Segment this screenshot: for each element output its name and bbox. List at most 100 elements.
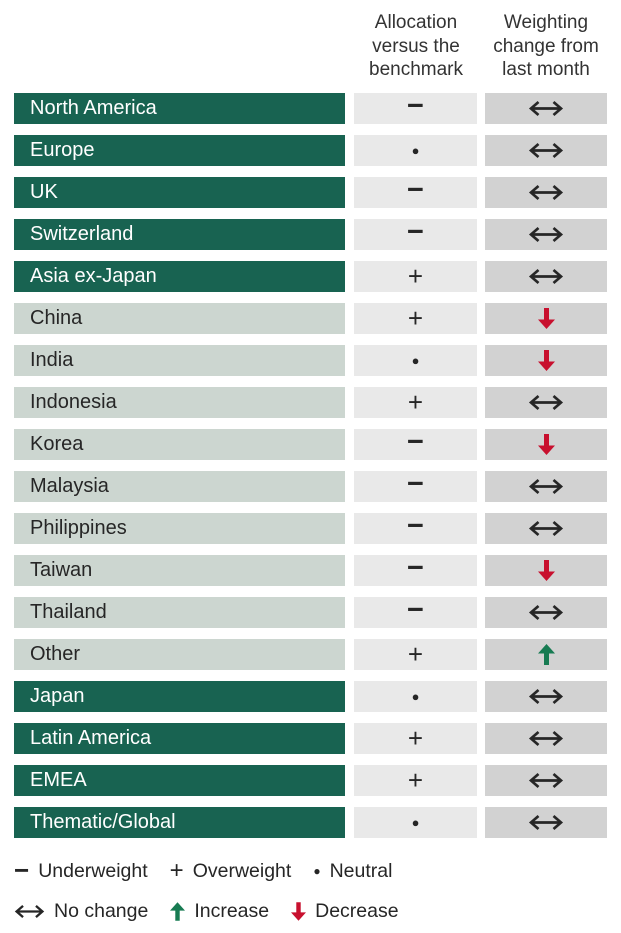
change-cell [485, 723, 607, 754]
neutral-icon: ● [411, 689, 420, 704]
table-row: Europe ● [0, 135, 621, 166]
neutral-icon: ● [411, 143, 420, 158]
region-label: Thailand [14, 597, 345, 628]
change-cell [485, 597, 607, 628]
change-cell [485, 345, 607, 376]
allocation-cell: − [354, 468, 477, 502]
region-label: UK [14, 177, 345, 208]
neutral-icon: ● [313, 864, 321, 878]
overweight-icon: + [407, 260, 424, 291]
no-change-icon [528, 184, 564, 201]
increase-icon [170, 901, 186, 921]
table-row: UK − [0, 174, 621, 208]
change-cell [485, 765, 607, 796]
change-cell [485, 261, 607, 292]
allocation-cell: ● [354, 135, 477, 166]
table-row: EMEA + [0, 765, 621, 796]
allocation-cell: − [354, 90, 477, 124]
allocation-cell: − [354, 512, 477, 544]
table-row: Taiwan − [0, 552, 621, 586]
region-label: Malaysia [14, 471, 345, 502]
underweight-icon: − [407, 426, 424, 458]
change-cell [485, 93, 607, 124]
region-label: Latin America [14, 723, 345, 754]
decrease-icon [291, 901, 307, 921]
legend-item: Increase [170, 900, 269, 923]
legend-item: − Underweight [14, 854, 148, 885]
allocation-cell: ● [354, 807, 477, 838]
legend-label: No change [54, 899, 149, 922]
table-row: Latin America + [0, 723, 621, 754]
table-row: Switzerland − [0, 218, 621, 250]
legend-label: Underweight [38, 859, 148, 882]
region-label: Taiwan [14, 555, 345, 586]
no-change-icon [528, 142, 564, 159]
legend-label: Decrease [315, 899, 399, 922]
table-row: Other + [0, 639, 621, 670]
decrease-icon [537, 350, 555, 371]
overweight-icon: + [407, 764, 424, 795]
table-row: Thailand − [0, 594, 621, 628]
underweight-icon: − [407, 90, 424, 122]
table-row: Indonesia + [0, 387, 621, 418]
region-label: Korea [14, 429, 345, 460]
no-change-icon [528, 478, 564, 495]
allocation-cell: + [354, 723, 477, 754]
change-cell [485, 219, 607, 250]
region-label: Thematic/Global [14, 807, 345, 838]
column-header-weighting: Weighting change from last month [493, 12, 599, 80]
underweight-icon: − [14, 854, 30, 885]
no-change-icon [14, 904, 45, 918]
table-row: Thematic/Global ● [0, 807, 621, 838]
underweight-icon: − [407, 594, 424, 626]
region-label: Europe [14, 135, 345, 166]
table-row: Malaysia − [0, 468, 621, 502]
table-row: India ● [0, 345, 621, 376]
legend-item: ● Neutral [313, 860, 392, 883]
column-header-allocation: Allocation versus the benchmark [369, 12, 463, 80]
underweight-icon: − [407, 552, 424, 584]
change-cell [485, 387, 607, 418]
no-change-icon [528, 226, 564, 243]
no-change-icon [528, 730, 564, 747]
region-label: Japan [14, 681, 345, 712]
allocation-cell: ● [354, 681, 477, 712]
legend-item: No change [14, 900, 148, 923]
neutral-icon: ● [411, 815, 420, 830]
region-label: Indonesia [14, 387, 345, 418]
neutral-icon: ● [411, 353, 420, 368]
allocation-cell: − [354, 218, 477, 250]
change-cell [485, 639, 607, 670]
change-cell [485, 681, 607, 712]
decrease-icon [537, 434, 555, 455]
legend-change: No change Increase Decrease [14, 896, 399, 926]
allocation-cell: ● [354, 345, 477, 376]
underweight-icon: − [407, 174, 424, 206]
region-label: India [14, 345, 345, 376]
no-change-icon [528, 268, 564, 285]
legend-label: Overweight [192, 859, 292, 882]
no-change-icon [528, 100, 564, 117]
legend-label: Neutral [329, 859, 393, 882]
increase-icon [537, 644, 555, 665]
no-change-icon [528, 772, 564, 789]
table-row: North America − [0, 90, 621, 124]
allocation-cell: + [354, 639, 477, 670]
no-change-icon [528, 814, 564, 831]
allocation-cell: + [354, 303, 477, 334]
change-cell [485, 429, 607, 460]
underweight-icon: − [407, 468, 424, 500]
change-cell [485, 135, 607, 166]
no-change-icon [528, 394, 564, 411]
overweight-icon: + [407, 638, 424, 669]
overweight-icon: + [169, 856, 184, 884]
change-cell [485, 807, 607, 838]
region-label: Switzerland [14, 219, 345, 250]
no-change-icon [528, 604, 564, 621]
change-cell [485, 555, 607, 586]
no-change-icon [528, 688, 564, 705]
region-label: Philippines [14, 513, 345, 544]
allocation-cell: + [354, 261, 477, 292]
change-cell [485, 177, 607, 208]
